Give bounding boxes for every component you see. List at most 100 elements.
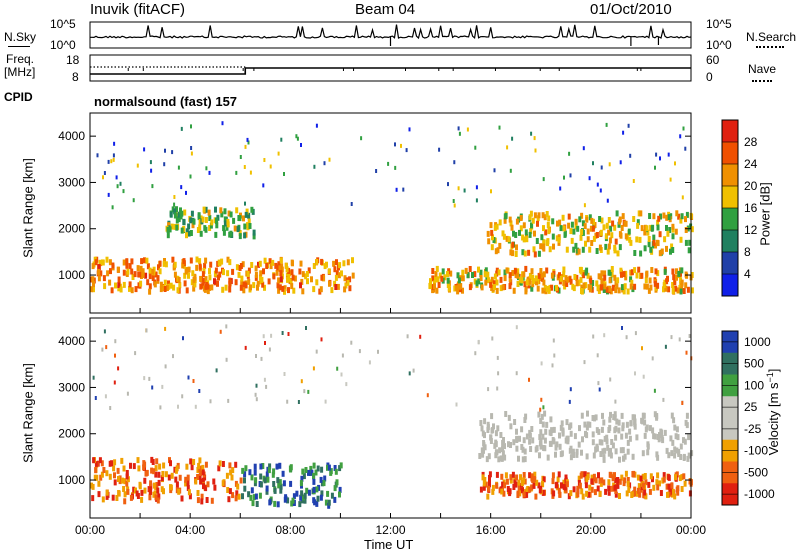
echo-cell <box>546 454 550 461</box>
echo-cell <box>338 491 341 498</box>
echo-cell <box>129 494 133 501</box>
echo-cell <box>157 264 160 271</box>
echo-cell <box>252 282 256 289</box>
scatter-cell <box>375 169 378 173</box>
echo-cell <box>223 208 227 215</box>
echo-cell <box>582 272 586 279</box>
echo-cell <box>618 244 622 251</box>
echo-cell <box>217 259 221 266</box>
echo-cell <box>584 240 587 247</box>
echo-cell <box>604 488 608 495</box>
scatter-cell <box>320 337 323 342</box>
echo-cell <box>172 284 176 291</box>
echo-cell <box>635 272 639 279</box>
echo-cell <box>457 277 461 284</box>
echo-cell <box>123 478 127 485</box>
echo-cell <box>487 485 490 492</box>
echo-cell <box>183 280 187 287</box>
echo-cell <box>97 268 101 275</box>
echo-cell <box>216 280 219 287</box>
echo-cell <box>509 442 512 448</box>
echo-cell <box>663 268 667 275</box>
echo-cell <box>588 214 592 221</box>
scatter-cell <box>177 404 179 409</box>
echo-cell <box>285 272 289 279</box>
echo-cell <box>594 414 598 421</box>
echo-cell <box>483 477 487 483</box>
echo-cell <box>497 456 501 463</box>
echo-cell <box>653 433 657 440</box>
echo-cell <box>608 277 612 284</box>
echo-cell <box>283 288 286 295</box>
scatter-cell <box>265 384 268 389</box>
echo-cell <box>609 452 613 459</box>
echo-cell <box>588 484 592 491</box>
echo-cell <box>647 236 651 242</box>
echo-cell <box>173 261 177 268</box>
echo-cell <box>228 488 232 495</box>
echo-cell <box>196 490 200 496</box>
echo-cell <box>652 239 656 246</box>
echo-cell <box>170 223 174 230</box>
echo-cell <box>628 236 632 243</box>
echo-cell <box>247 218 251 225</box>
echo-cell <box>226 270 230 277</box>
echo-cell <box>509 477 513 484</box>
echo-cell <box>223 216 227 223</box>
scatter-cell <box>341 353 344 358</box>
echo-cell <box>315 486 319 493</box>
echo-cell <box>247 212 251 219</box>
echo-cell <box>187 266 191 273</box>
echo-cell <box>135 490 139 497</box>
echo-cell <box>488 471 492 478</box>
echo-cell <box>572 246 576 253</box>
echo-cell <box>189 458 193 465</box>
echo-cell <box>299 480 303 487</box>
echo-cell <box>599 274 603 281</box>
echo-cell <box>516 280 520 287</box>
echo-cell <box>501 450 505 457</box>
echo-cell <box>494 248 498 255</box>
freq-label: Freq. <box>6 52 35 66</box>
scatter-cell <box>148 376 151 381</box>
echo-cell <box>323 263 327 270</box>
echo-cell <box>319 476 323 483</box>
echo-cell <box>525 491 529 498</box>
echo-cell <box>532 278 535 285</box>
echo-cell <box>677 213 681 220</box>
echo-cell <box>616 482 620 489</box>
scatter-cell <box>350 340 353 345</box>
echo-cell <box>480 425 484 432</box>
scatter-cell <box>324 399 327 404</box>
scatter-cell <box>358 349 361 354</box>
scatter-cell <box>303 389 306 394</box>
colorbar-cell <box>722 120 738 143</box>
echo-cell <box>633 250 637 256</box>
echo-cell <box>569 228 573 235</box>
scatter-cell <box>270 333 273 338</box>
echo-cell <box>489 281 493 288</box>
echo-cell <box>154 465 158 472</box>
echo-cell <box>567 222 571 229</box>
echo-cell <box>239 284 243 291</box>
echo-cell <box>646 449 650 456</box>
echo-cell <box>559 225 563 232</box>
scatter-cell <box>113 380 116 385</box>
scatter-cell <box>659 156 661 161</box>
echo-cell <box>609 225 613 232</box>
scatter-cell <box>239 155 242 159</box>
echo-cell <box>604 233 608 240</box>
scatter-cell <box>208 170 211 175</box>
echo-cell <box>256 284 259 291</box>
echo-cell <box>435 265 439 272</box>
echo-cell <box>482 484 486 491</box>
echo-cell <box>535 445 539 452</box>
echo-cell <box>641 450 645 457</box>
echo-cell <box>631 286 635 293</box>
echo-cell <box>284 262 288 269</box>
echo-cell <box>202 483 205 490</box>
echo-cell <box>614 280 618 287</box>
scatter-cell <box>664 344 667 349</box>
scatter-cell <box>219 329 222 334</box>
echo-cell <box>664 285 668 292</box>
